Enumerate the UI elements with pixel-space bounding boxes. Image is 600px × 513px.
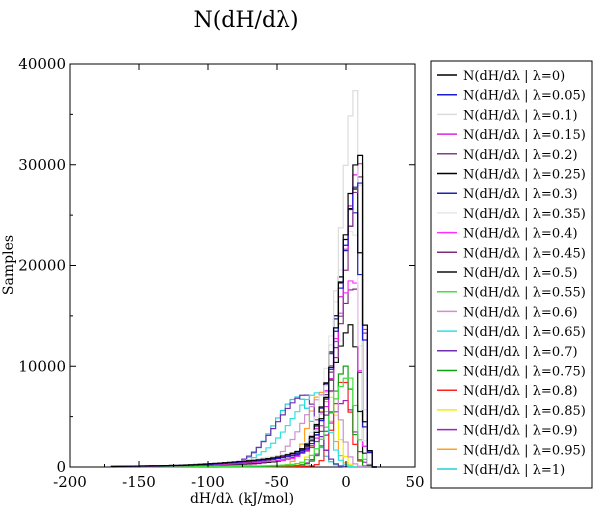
x-axis: -200 -150 -100 -50 0 50 [53,64,425,491]
y-tick-label-2: 20000 [18,257,66,275]
legend-label-13: N(dH/dλ | λ=0.65) [463,325,586,340]
x-tick-label-3: -50 [265,473,289,491]
x-axis-label: dH/dλ (kJ/mol) [190,491,294,507]
legend-label-7: N(dH/dλ | λ=0.35) [463,207,586,222]
x-tick-label-1: -150 [122,473,156,491]
y-tick-label-3: 30000 [18,156,66,174]
legend-label-5: N(dH/dλ | λ=0.25) [463,168,586,183]
plot-frame [69,63,416,468]
legend-label-18: N(dH/dλ | λ=0.9) [463,424,578,439]
legend-label-1: N(dH/dλ | λ=0.05) [463,89,586,104]
legend-label-19: N(dH/dλ | λ=0.95) [463,443,586,458]
series-line-11 [110,377,378,468]
legend-label-14: N(dH/dλ | λ=0.7) [463,345,578,360]
series-line-0 [110,154,378,468]
legend-label-9: N(dH/dλ | λ=0.45) [463,246,586,261]
plot-area: -200 -150 -100 -50 0 50 0 10000 20000 30000 40000 [18,55,424,491]
legend-label-3: N(dH/dλ | λ=0.15) [463,128,586,143]
legend-label-10: N(dH/dλ | λ=0.5) [463,266,578,281]
legend-label-15: N(dH/dλ | λ=0.75) [463,365,586,380]
legend: N(dH/dλ | λ=0) N(dH/dλ | λ=0.05) N(dH/dλ |… [430,60,593,489]
y-tick-label-0: 0 [56,458,66,476]
chart-title: N(dH/dλ) [193,8,298,33]
x-tick-label-2: -100 [191,473,225,491]
legend-label-4: N(dH/dλ | λ=0.2) [463,148,578,163]
y-tick-label-4: 40000 [18,55,66,73]
legend-label-11: N(dH/dλ | λ=0.55) [463,286,586,301]
legend-label-0: N(dH/dλ | λ=0) [463,69,565,84]
series-layer [110,90,378,468]
legend-label-16: N(dH/dλ | λ=0.8) [463,384,578,399]
legend-label-17: N(dH/dλ | λ=0.85) [463,404,586,419]
legend-label-6: N(dH/dλ | λ=0.3) [463,187,578,202]
y-axis: 0 10000 20000 30000 40000 [18,55,415,476]
x-tick-label-4: 0 [341,473,351,491]
legend-box [430,60,593,489]
legend-label-2: N(dH/dλ | λ=0.1) [463,108,578,123]
x-tick-label-5: 50 [405,473,424,491]
legend-label-12: N(dH/dλ | λ=0.6) [463,305,578,320]
legend-label-20: N(dH/dλ | λ=1) [463,463,565,478]
legend-label-8: N(dH/dλ | λ=0.4) [463,227,578,242]
x-tick-label-0: -200 [53,473,87,491]
y-tick-label-1: 10000 [18,357,66,375]
y-axis-label: Samples [1,235,17,295]
